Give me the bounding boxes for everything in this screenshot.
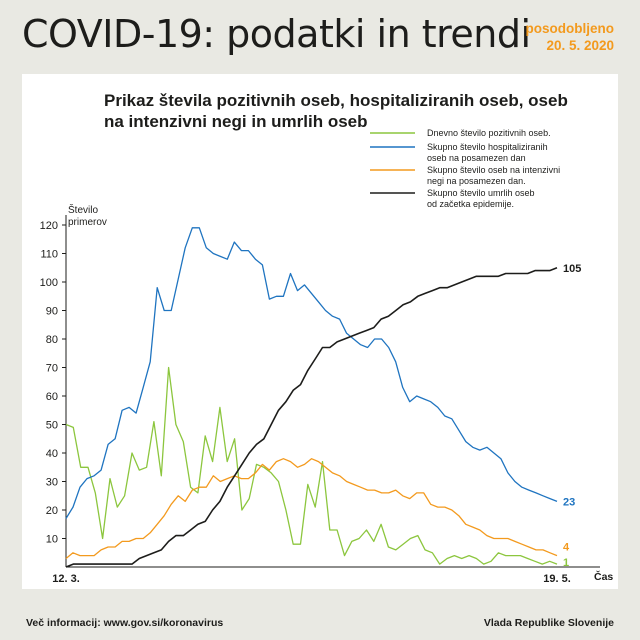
- legend-label-black: od začetka epidemije.: [427, 199, 514, 209]
- series-end-label-black: 105: [563, 263, 581, 275]
- y-tick-label: 70: [46, 363, 58, 375]
- legend-label-black: Skupno število umrlih oseb: [427, 188, 535, 198]
- publisher-label: Vlada Republike Slovenije: [483, 617, 614, 629]
- footer: [0, 604, 640, 640]
- update-info: posodobljeno 20. 5. 2020: [526, 20, 615, 54]
- x-end-label: 19. 5.: [543, 573, 571, 585]
- updated-date: 20. 5. 2020: [546, 38, 614, 53]
- y-tick-label: 40: [46, 448, 58, 460]
- y-tick-label: 120: [40, 220, 58, 232]
- legend-label-blue: Skupno število hospitaliziranih: [427, 142, 548, 152]
- legend-label-orange: negi na posamezen dan.: [427, 176, 526, 186]
- series-line-green: [65, 366, 558, 565]
- y-tick-label: 50: [46, 420, 58, 432]
- y-tick-label: 20: [46, 505, 58, 517]
- series-line-blue: [65, 227, 558, 519]
- updated-label: posodobljeno: [525, 21, 615, 36]
- x-start-label: 12. 3.: [52, 573, 80, 585]
- more-info-link[interactable]: Več informacij: www.gov.si/koronavirus: [26, 617, 224, 629]
- series-line-black: [65, 267, 558, 568]
- y-tick-label: 10: [46, 534, 58, 546]
- legend-label-orange: Skupno število oseb na intenzivni: [427, 165, 560, 175]
- page-title: COVID-19: podatki in trendi: [22, 12, 531, 56]
- legend-label-blue: oseb na posamezen dan: [427, 153, 526, 163]
- y-tick-label: 100: [40, 277, 58, 289]
- y-tick-label: 110: [40, 249, 58, 261]
- chart-title: Prikaz števila pozitivnih oseb, hospital…: [104, 91, 568, 131]
- x-axis-label: Čas: [594, 571, 614, 583]
- legend-label-green: Dnevno število pozitivnih oseb.: [427, 128, 551, 138]
- y-tick-label: 30: [46, 477, 58, 489]
- y-tick-label: 80: [46, 334, 58, 346]
- y-axis-label: Število primerov: [68, 205, 107, 228]
- series-end-label-blue: 23: [563, 496, 575, 508]
- y-tick-label: 60: [46, 391, 58, 403]
- chart-panel: [22, 74, 618, 589]
- series-end-label-green: 1: [563, 557, 569, 569]
- series-end-label-orange: 4: [563, 542, 570, 554]
- series-line-orange: [65, 458, 558, 560]
- y-tick-label: 90: [46, 306, 58, 318]
